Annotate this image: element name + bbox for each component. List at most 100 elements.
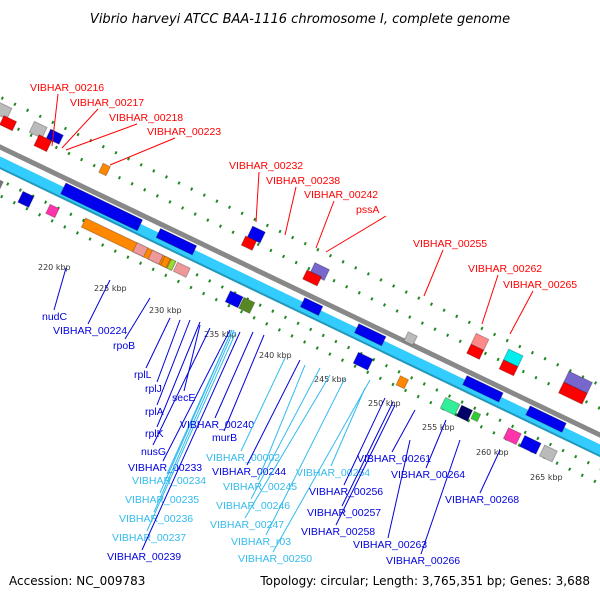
gene-label: VIBHAR_00237 xyxy=(112,532,186,544)
label-leader-line xyxy=(214,331,254,419)
forward-cds xyxy=(240,235,258,251)
gene-label: rpoB xyxy=(113,340,135,352)
gene-label: VIBHAR_00254 xyxy=(296,467,370,479)
kbp-tick-label: 225 kbp xyxy=(94,284,127,293)
label-leader-line xyxy=(65,123,138,151)
gene-label: VIBHAR_r03 xyxy=(231,536,291,548)
kbp-tick-label: 220 kbp xyxy=(38,263,71,272)
forward-cds xyxy=(302,269,323,287)
gene-block xyxy=(45,203,60,219)
gene-block xyxy=(395,375,410,390)
label-leader-line xyxy=(335,404,396,526)
label-leader-line xyxy=(183,324,201,392)
gene-label: VIBHAR_00263 xyxy=(353,539,427,551)
gene-label: nudC xyxy=(42,311,68,323)
gene-block xyxy=(224,290,244,309)
gene-label: VIBHAR_00266 xyxy=(386,555,460,567)
gene-label: VIBHAR_00268 xyxy=(445,494,519,506)
label-leader-line xyxy=(425,419,447,469)
label-leader-line xyxy=(153,329,235,513)
gene-label: VIBHAR_00262 xyxy=(468,263,542,275)
gene-label: VIBHAR_00232 xyxy=(229,160,303,172)
gene-block xyxy=(538,444,558,463)
gene-label: VIBHAR_00218 xyxy=(109,112,183,124)
dotted-guide-line xyxy=(0,194,600,486)
label-leader-line xyxy=(481,274,499,325)
map-title: Vibrio harveyi ATCC BAA-1116 chromosome … xyxy=(90,12,510,27)
kbp-tick-label: 245 kbp xyxy=(314,375,347,384)
label-leader-line xyxy=(109,137,176,166)
kbp-tick-label: 250 kbp xyxy=(368,399,401,408)
gene-label: VIBHAR_00250 xyxy=(238,553,312,565)
kbp-tick-label: 235 kbp xyxy=(204,330,237,339)
label-leader-line xyxy=(159,329,233,494)
gene-label: VIBHAR_00216 xyxy=(30,82,104,94)
forward-cds xyxy=(0,101,13,120)
reverse-cds xyxy=(462,374,504,403)
reverse-cds xyxy=(299,297,324,317)
label-leader-line xyxy=(255,171,260,223)
kbp-tick-label: 260 kbp xyxy=(476,448,509,457)
gene-label: VIBHAR_00246 xyxy=(216,500,290,512)
gene-block xyxy=(147,249,164,265)
label-leader-line xyxy=(479,449,501,494)
gene-label: VIBHAR_00002 xyxy=(206,452,280,464)
gene-label: VIBHAR_00245 xyxy=(223,481,297,493)
label-leader-line xyxy=(156,319,191,406)
cds-band-edge xyxy=(0,166,600,458)
label-leader-line xyxy=(146,331,237,532)
label-leader-line xyxy=(61,108,99,149)
forward-cds xyxy=(246,225,266,244)
gene-label: rplL xyxy=(134,369,152,381)
gene-block xyxy=(352,351,374,371)
gene-label: VIBHAR_00256 xyxy=(309,486,383,498)
dotted-guide-line xyxy=(0,178,600,470)
gene-label: pssA xyxy=(356,204,379,216)
gene-block xyxy=(518,434,542,455)
label-leader-line xyxy=(124,297,151,340)
label-leader-line xyxy=(244,374,331,519)
gene-block xyxy=(132,242,149,258)
gene-block xyxy=(0,177,4,192)
gene-label: VIBHAR_00217 xyxy=(70,97,144,109)
gene-label: rplA xyxy=(145,406,164,418)
forward-cds xyxy=(0,114,18,132)
label-leader-line xyxy=(315,200,335,249)
gene-label: VIBHAR_00255 xyxy=(413,238,487,250)
label-leader-line xyxy=(162,329,231,462)
kbp-tick-label: 230 kbp xyxy=(149,306,182,315)
dotted-guide-line xyxy=(0,118,600,411)
label-leader-line xyxy=(341,401,394,507)
gene-block xyxy=(17,190,35,209)
label-leader-line xyxy=(152,327,211,446)
gene-labels: 220 kbp 225 kbp 230 kbp 235 kbp 240 kbp 245 k… xyxy=(30,82,577,567)
kbp-tick-label: 255 kbp xyxy=(422,423,455,432)
dotted-guide-line xyxy=(0,96,600,387)
gene-label: rplK xyxy=(145,428,164,440)
label-leader-line xyxy=(284,186,297,236)
forward-cds xyxy=(498,359,519,377)
gene-block xyxy=(502,427,522,446)
gene-label: VIBHAR_00240 xyxy=(180,419,254,431)
label-leader-line xyxy=(141,331,241,551)
forward-cds xyxy=(33,134,53,153)
label-leader-line xyxy=(250,367,321,500)
genome-track xyxy=(0,96,600,486)
gene-label: VIBHAR_00239 xyxy=(107,551,181,563)
gene-label: VIBHAR_00235 xyxy=(125,494,199,506)
gene-block xyxy=(470,410,482,423)
label-leader-line xyxy=(156,321,201,428)
label-leader-line xyxy=(223,334,265,432)
gene-label: murB xyxy=(212,432,237,444)
gene-label: VIBHAR_00244 xyxy=(212,466,286,478)
label-leader-line xyxy=(343,397,386,486)
label-leader-line xyxy=(420,439,461,555)
label-leader-line xyxy=(509,290,534,335)
forward-cds xyxy=(557,381,588,405)
gene-label: VIBHAR_00265 xyxy=(503,279,577,291)
reverse-cds xyxy=(60,182,144,232)
gene-label: VIBHAR_00261 xyxy=(357,453,431,465)
forward-cds xyxy=(403,331,418,346)
